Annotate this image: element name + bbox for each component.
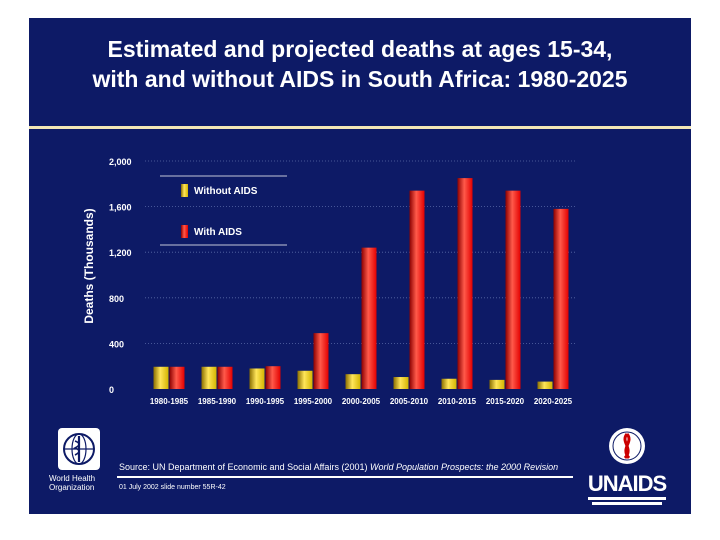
slide: Estimated and projected deaths at ages 1… bbox=[29, 18, 691, 514]
x-tick-label: 2000-2005 bbox=[342, 397, 381, 406]
bar-with-aids-1980-1985 bbox=[169, 366, 185, 389]
y-tick-label: 0 bbox=[109, 385, 114, 395]
y-tick-label: 800 bbox=[109, 294, 124, 304]
bar-without-aids-1995-2000 bbox=[297, 370, 313, 389]
bar-with-aids-1985-1990 bbox=[217, 366, 233, 389]
bar-without-aids-1985-1990 bbox=[201, 366, 217, 389]
bar-without-aids-2005-2010 bbox=[393, 377, 409, 389]
slide-code: 01 July 2002 slide number 55R-42 bbox=[119, 484, 226, 491]
x-tick-label: 1980-1985 bbox=[150, 397, 189, 406]
x-tick-label: 2010-2015 bbox=[438, 397, 477, 406]
y-tick-label: 2,000 bbox=[109, 157, 132, 167]
y-axis-label: Deaths (Thousands) bbox=[82, 208, 96, 323]
bar-without-aids-1980-1985 bbox=[153, 366, 169, 389]
y-tick-label: 400 bbox=[109, 339, 124, 349]
title-line-2: with and without AIDS in South Africa: 1… bbox=[92, 66, 628, 92]
legend: Without AIDS With AIDS bbox=[160, 175, 287, 246]
bar-without-aids-2020-2025 bbox=[537, 381, 553, 389]
x-tick-label: 1985-1990 bbox=[198, 397, 237, 406]
bar-chart: 0 400 800 1,200 1,600 2,000 1980-1985 1985-1990… bbox=[82, 157, 577, 406]
legend-label-without-aids: Without AIDS bbox=[194, 186, 258, 197]
x-tick-label: 2020-2025 bbox=[534, 397, 573, 406]
axis-layer: 0 400 800 1,200 1,600 2,000 1980-1985 1985-1990… bbox=[109, 157, 573, 406]
bar-with-aids-2005-2010 bbox=[409, 190, 425, 389]
legend-label-with-aids: With AIDS bbox=[194, 227, 242, 238]
bar-without-aids-2000-2005 bbox=[345, 374, 361, 389]
bar-without-aids-2010-2015 bbox=[441, 378, 457, 389]
bar-without-aids-2015-2020 bbox=[489, 379, 505, 389]
x-tick-label: 1995-2000 bbox=[294, 397, 333, 406]
bar-with-aids-1990-1995 bbox=[265, 366, 281, 389]
unaids-logo: UNAIDS bbox=[584, 426, 670, 508]
x-tick-label: 1990-1995 bbox=[246, 397, 285, 406]
x-tick-label: 2015-2020 bbox=[486, 397, 525, 406]
title-divider bbox=[29, 126, 691, 129]
source-citation: Source: UN Department of Economic and So… bbox=[119, 462, 579, 472]
who-emblem-icon bbox=[58, 428, 100, 470]
y-tick-label: 1,200 bbox=[109, 248, 132, 258]
bar-with-aids-2000-2005 bbox=[361, 247, 377, 389]
legend-swatch-without-aids bbox=[181, 184, 188, 197]
x-tick-label: 2005-2010 bbox=[390, 397, 429, 406]
bar-with-aids-1995-2000 bbox=[313, 333, 329, 389]
bar-with-aids-2020-2025 bbox=[553, 208, 569, 389]
source-divider bbox=[117, 476, 573, 478]
source-prefix: Source: UN Department of Economic and So… bbox=[119, 462, 368, 472]
bar-with-aids-2015-2020 bbox=[505, 190, 521, 389]
bar-with-aids-2010-2015 bbox=[457, 178, 473, 389]
unaids-subtext bbox=[584, 497, 670, 505]
source-title: World Population Prospects: the 2000 Rev… bbox=[369, 462, 559, 472]
bar-without-aids-1990-1995 bbox=[249, 368, 265, 389]
chart-title: Estimated and projected deaths at ages 1… bbox=[29, 34, 691, 94]
unaids-emblem-icon bbox=[609, 428, 645, 464]
unaids-wordmark: UNAIDS bbox=[587, 471, 667, 496]
title-line-1: Estimated and projected deaths at ages 1… bbox=[107, 36, 613, 62]
who-logo: World Health Organization bbox=[49, 428, 109, 504]
y-tick-label: 1,600 bbox=[109, 203, 132, 213]
who-logo-text: World Health Organization bbox=[49, 474, 96, 492]
bars-layer bbox=[153, 178, 569, 389]
grid-layer bbox=[145, 160, 577, 344]
legend-swatch-with-aids bbox=[181, 225, 188, 238]
